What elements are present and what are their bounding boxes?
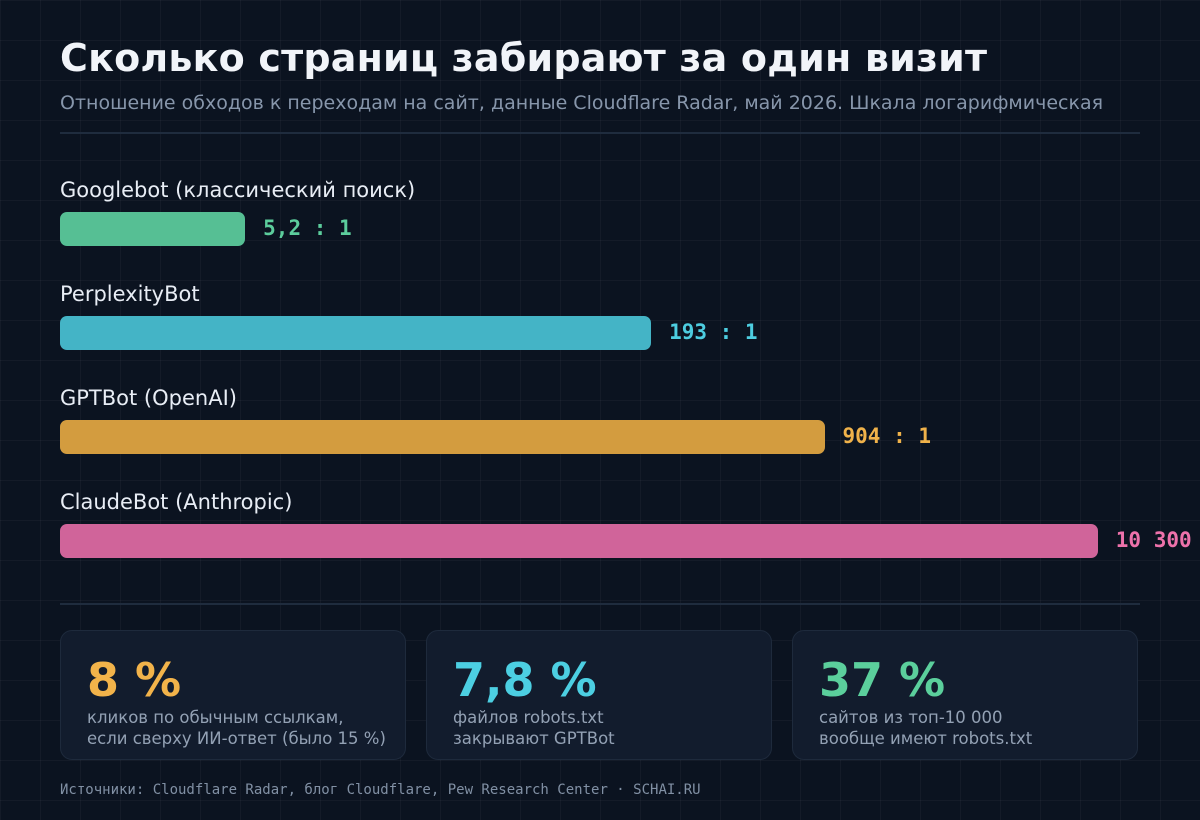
stat-value: 7,8 % [453, 653, 597, 707]
bar-chart: Googlebot (классический поиск) 5,2 : 1 Per… [60, 178, 1200, 558]
stat-description: кликов по обычным ссылкам, если сверху И… [87, 707, 386, 749]
stat-value: 8 % [87, 653, 182, 707]
stat-description: сайтов из топ-10 000 вообще имеют robots… [819, 707, 1032, 749]
bar-category-label: GPTBot (OpenAI) [60, 386, 237, 410]
bar-value-label: 904 : 1 [842, 424, 932, 448]
stat-description-line: вообще имеют robots.txt [819, 729, 1033, 748]
stat-description-line: сайтов из топ-10 000 [819, 708, 1003, 727]
bar-category-label: Googlebot (классический поиск) [60, 178, 416, 202]
top-divider [60, 132, 1140, 134]
stat-card-gptbot-blocked: 7,8 % файлов robots.txt закрывают GPTBot [426, 630, 772, 760]
sources-footer: Источники: Cloudflare Radar, блог Cloudf… [60, 782, 701, 798]
bar-value-label: 5,2 : 1 [263, 216, 352, 240]
bar-category-label: ClaudeBot (Anthropic) [60, 490, 293, 514]
stat-description-line: файлов robots.txt [453, 708, 604, 727]
bar [60, 212, 246, 246]
bar [60, 420, 825, 454]
bar-value-label: 10 300 : 1 [1115, 528, 1200, 552]
bar-value-label: 193 : 1 [669, 320, 758, 344]
stat-card-robots-txt: 37 % сайтов из топ-10 000 вообще имеют r… [792, 630, 1138, 760]
chart-subtitle: Отношение обходов к переходам на сайт, д… [60, 92, 1104, 114]
chart-title: Сколько страниц забирают за один визит [60, 36, 988, 80]
middle-divider [60, 603, 1140, 605]
stat-description-line: закрывают GPTBot [453, 729, 615, 748]
bar [60, 524, 1098, 558]
bar [60, 316, 652, 350]
stat-description-line: если сверху ИИ-ответ (было 15 %) [87, 729, 386, 748]
stat-description-line: кликов по обычным ссылкам, [87, 708, 344, 727]
stat-value: 37 % [819, 653, 946, 707]
bar-category-label: PerplexityBot [60, 282, 200, 306]
stat-description: файлов robots.txt закрывают GPTBot [453, 707, 615, 749]
stat-card-ai-clicks: 8 % кликов по обычным ссылкам, если свер… [60, 630, 406, 760]
